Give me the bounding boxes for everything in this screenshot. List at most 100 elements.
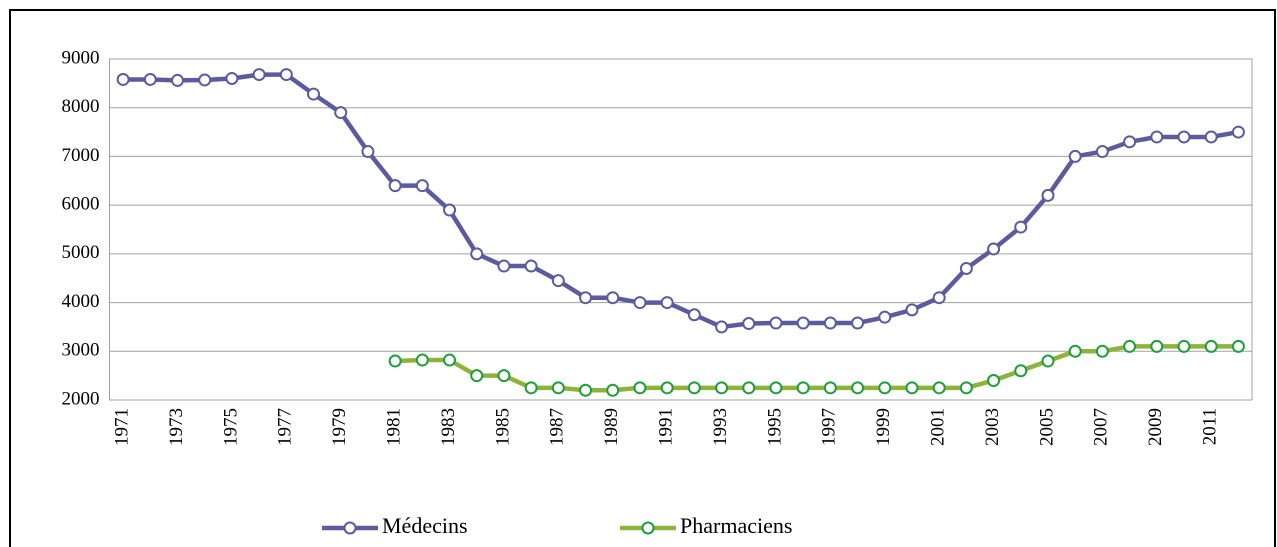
x-tick-label: 1987	[547, 408, 568, 446]
point	[307, 87, 321, 101]
y-tick-label: 6000	[62, 194, 100, 215]
point	[606, 291, 620, 305]
y-tick-label: 3000	[62, 340, 100, 361]
point	[1150, 339, 1164, 353]
point	[497, 259, 511, 273]
point	[551, 274, 565, 288]
point	[443, 203, 457, 217]
point	[823, 381, 837, 395]
point	[116, 72, 130, 86]
x-tick-label: 2005	[1036, 408, 1057, 446]
x-tick-label: 1977	[275, 408, 296, 446]
point	[1204, 130, 1218, 144]
point	[143, 72, 157, 86]
y-tick-label: 8000	[62, 96, 100, 117]
x-tick-label: 2001	[928, 408, 949, 446]
point	[878, 310, 892, 324]
x-tick-label: 1983	[438, 408, 459, 446]
point	[279, 68, 293, 82]
point	[1231, 125, 1245, 139]
point	[225, 71, 239, 85]
point	[415, 353, 429, 367]
x-tick-label: 1995	[764, 408, 785, 446]
x-tick-label: 2007	[1091, 408, 1112, 446]
point	[1041, 354, 1055, 368]
point	[905, 303, 919, 317]
x-tick-label: 1975	[220, 408, 241, 446]
point	[415, 179, 429, 193]
y-tick-label: 9000	[62, 47, 100, 68]
point	[361, 145, 375, 159]
point	[1177, 130, 1191, 144]
point	[1150, 130, 1164, 144]
point	[796, 381, 810, 395]
legend-label: Médecins	[382, 513, 468, 538]
legend-marker	[641, 521, 655, 535]
point	[987, 374, 1001, 388]
point	[388, 179, 402, 193]
point	[851, 316, 865, 330]
point	[1177, 339, 1191, 353]
y-tick-label: 5000	[62, 242, 100, 263]
point	[1041, 188, 1055, 202]
point	[823, 316, 837, 330]
point	[1204, 339, 1218, 353]
x-tick-label: 2003	[982, 408, 1003, 446]
point	[687, 308, 701, 322]
point	[932, 381, 946, 395]
point	[905, 381, 919, 395]
point	[742, 381, 756, 395]
point	[1231, 339, 1245, 353]
x-tick-label: 1999	[873, 408, 894, 446]
x-tick-label: 1981	[383, 408, 404, 446]
point	[1068, 149, 1082, 163]
point	[198, 73, 212, 87]
point	[633, 296, 647, 310]
point	[796, 316, 810, 330]
point	[579, 383, 593, 397]
point	[687, 381, 701, 395]
point	[932, 291, 946, 305]
point	[252, 68, 266, 82]
y-tick-label: 2000	[62, 388, 100, 409]
point	[171, 73, 185, 87]
point	[715, 320, 729, 334]
point	[1123, 339, 1137, 353]
point	[579, 291, 593, 305]
point	[1068, 344, 1082, 358]
point	[470, 247, 484, 261]
x-tick-label: 1993	[710, 408, 731, 446]
point	[524, 259, 538, 273]
point	[1014, 220, 1028, 234]
point	[1095, 344, 1109, 358]
x-tick-label: 1979	[329, 408, 350, 446]
point	[959, 261, 973, 275]
point	[443, 353, 457, 367]
point	[1123, 135, 1137, 149]
y-tick-label: 4000	[62, 291, 100, 312]
point	[1014, 364, 1028, 378]
point	[660, 296, 674, 310]
point	[769, 316, 783, 330]
x-tick-label: 1997	[819, 408, 840, 446]
point	[715, 381, 729, 395]
point	[524, 381, 538, 395]
point	[959, 381, 973, 395]
legend-label: Pharmaciens	[680, 513, 792, 538]
x-tick-label: 1989	[601, 408, 622, 446]
point	[742, 317, 756, 331]
point	[633, 381, 647, 395]
point	[851, 381, 865, 395]
x-tick-label: 1973	[166, 408, 187, 446]
point	[388, 354, 402, 368]
point	[987, 242, 1001, 256]
legend-marker	[343, 521, 357, 535]
x-tick-label: 1971	[111, 408, 132, 446]
point	[551, 381, 565, 395]
chart-frame	[9, 9, 1276, 547]
x-tick-label: 2011	[1200, 408, 1221, 445]
x-tick-label: 1985	[492, 408, 513, 446]
point	[1095, 145, 1109, 159]
point	[606, 383, 620, 397]
